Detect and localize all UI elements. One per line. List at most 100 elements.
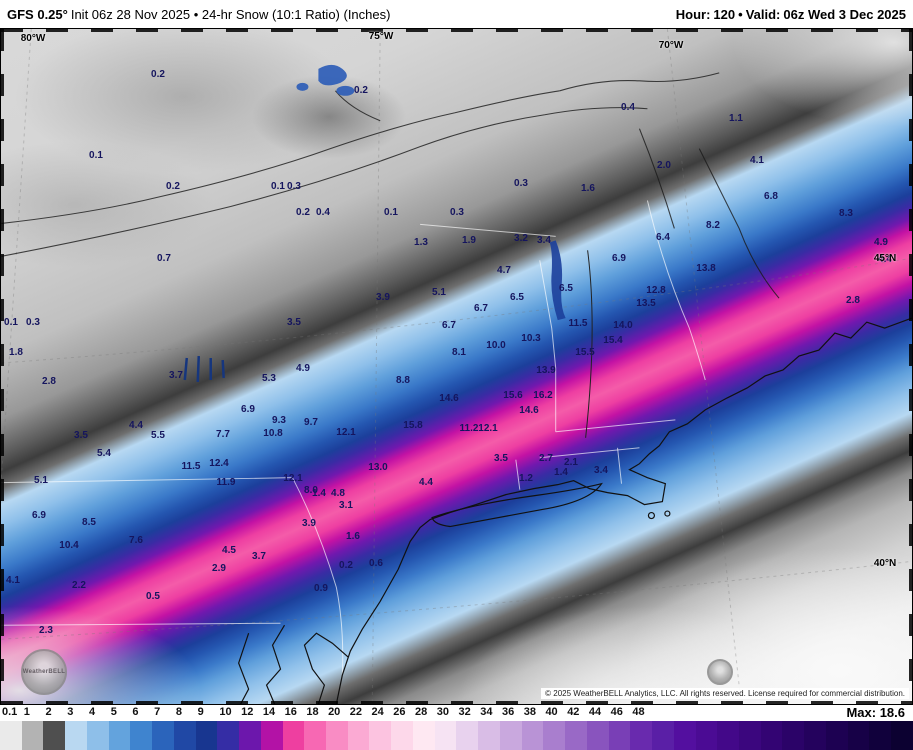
weatherbell-logo-text: WeatherBELL (22, 669, 66, 675)
value-label: 1.9 (462, 235, 476, 246)
rivers (1, 72, 780, 299)
colorbar-segment (260, 721, 283, 750)
value-label: 1.6 (346, 531, 360, 542)
colorbar-tick: 7 (154, 706, 161, 718)
colorbar-segment (869, 721, 892, 750)
colorbar-segment (347, 721, 370, 750)
value-label: 8.5 (82, 517, 96, 528)
colorbar-segment (434, 721, 457, 750)
value-label: 4.1 (6, 575, 20, 586)
value-label: 6.7 (474, 303, 488, 314)
lake-champlain (549, 240, 566, 321)
hour-label: Hour: (675, 6, 711, 22)
colorbar-segment (891, 721, 913, 750)
value-label: 4.8 (331, 488, 345, 499)
value-label: 0.6 (369, 558, 383, 569)
value-label: 14.6 (439, 393, 459, 404)
colorbar-segment (565, 721, 587, 750)
colorbar-tick: 22 (349, 706, 363, 718)
value-label: 12.8 (646, 285, 666, 296)
value-label: 0.4 (316, 207, 330, 218)
value-label: 1.1 (729, 113, 743, 124)
value-label: 8.8 (396, 375, 410, 386)
value-label: 0.1 (4, 317, 18, 328)
value-label: 2.8 (42, 376, 56, 387)
value-label: 15.4 (603, 335, 623, 346)
colorbar-segment (652, 721, 674, 750)
colorbar-segment (847, 721, 870, 750)
value-label: 0.1 (384, 207, 398, 218)
colorbar-tick: 26 (393, 706, 406, 718)
value-label: 13.9 (536, 365, 556, 376)
grid-label: 80°W (20, 33, 46, 44)
value-label: 6.7 (442, 320, 456, 331)
graticule (1, 29, 912, 704)
colorbar-segment (369, 721, 392, 750)
value-label: 11.9 (216, 477, 236, 488)
attribution: © 2025 WeatherBELL Analytics, LLC. All r… (541, 688, 909, 699)
value-label: 5.3 (262, 373, 276, 384)
state-borders (1, 200, 706, 676)
value-label: 14.0 (613, 320, 633, 331)
value-label: 6.5 (510, 292, 524, 303)
value-label: 1.3 (414, 237, 428, 248)
colorbar-tick: 46 (610, 706, 623, 718)
colorbar-segment (412, 721, 435, 750)
connecticut-river (585, 250, 593, 438)
finger-lakes (183, 355, 225, 383)
hour-value: 120 (713, 6, 736, 22)
value-label: 7.6 (129, 535, 143, 546)
colorbar-segment (673, 721, 696, 750)
legend-colorbar (0, 721, 913, 750)
value-label: 0.1 (271, 181, 285, 192)
valid-value: 06z Wed 3 Dec 2025 (783, 6, 906, 22)
colorbar-tick: 5 (110, 706, 117, 718)
value-label: 3.7 (169, 370, 183, 381)
value-label: 2.2 (72, 580, 86, 591)
colorbar-segment (130, 721, 153, 750)
legend-ticks: 0.1 1 2 3 4 5 6 7 8 9 10 12 14 16 18 20 22 24 26 28 30 32 34 36… (0, 705, 913, 721)
colorbar-tick: 48 (632, 706, 645, 718)
colorbar-tick: 14 (262, 706, 276, 718)
colorbar-tick: 9 (197, 706, 204, 718)
value-label: 1.6 (581, 183, 595, 194)
colorbar-segment (738, 721, 761, 750)
colorbar-tick: 28 (415, 706, 428, 718)
value-label: 12.4 (209, 458, 229, 469)
colorbar-tick: 40 (545, 706, 558, 718)
value-label: 15.6 (503, 390, 523, 401)
value-label: 0.5 (146, 591, 160, 602)
value-label: 3.5 (287, 317, 301, 328)
value-label: 12.1 (336, 427, 356, 438)
value-label: 4.1 (750, 155, 764, 166)
value-label: 16.2 (533, 390, 553, 401)
weatherbell-logo-small (707, 659, 733, 685)
value-label: 13.0 (368, 462, 388, 473)
colorbar-tick: 34 (480, 706, 493, 718)
value-label: 4.9 (296, 363, 310, 374)
value-label: 0.2 (151, 69, 165, 80)
colorbar-tick: 32 (458, 706, 471, 718)
value-label: 0.2 (339, 560, 353, 571)
value-label: 3.1 (339, 500, 353, 511)
value-label: 2.7 (539, 453, 553, 464)
colorbar-tick: 10 (219, 706, 232, 718)
value-label: 0.3 (26, 317, 40, 328)
value-label: 4.7 (497, 265, 511, 276)
colorbar-tick: 42 (567, 706, 580, 718)
value-label: 3.7 (252, 551, 266, 562)
value-label: 13.5 (636, 298, 656, 309)
colorbar-segment (630, 721, 653, 750)
colorbar-segment (65, 721, 87, 750)
value-label: 1.2 (519, 473, 533, 484)
value-label: 14.6 (519, 405, 539, 416)
grid-label: 45°N (873, 253, 897, 264)
separator: • (738, 6, 743, 22)
value-label: 12.1 (478, 423, 498, 434)
colorbar-tick: 36 (501, 706, 515, 718)
value-label: 1.8 (9, 347, 23, 358)
value-label: 6.9 (241, 404, 255, 415)
value-label: 6.5 (559, 283, 573, 294)
value-label: 2.3 (39, 625, 53, 636)
